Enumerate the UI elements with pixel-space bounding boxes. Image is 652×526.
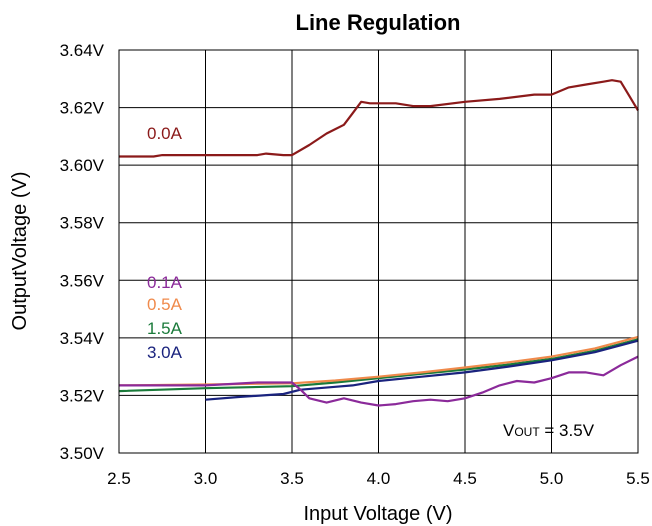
x-tick-label: 4.5	[453, 469, 477, 488]
y-tick-label: 3.60V	[60, 156, 105, 175]
x-tick-label: 5.0	[540, 469, 564, 488]
series-label-0.1A: 0.1A	[147, 273, 183, 292]
vout-annotation: VOUT = 3.5V	[503, 421, 595, 440]
series-line-0.5A	[118, 335, 639, 387]
series-label-1.5A: 1.5A	[147, 319, 183, 338]
y-tick-label: 3.52V	[60, 386, 105, 405]
chart-title: Line Regulation	[296, 10, 461, 35]
y-tick-label: 3.54V	[60, 329, 105, 348]
y-tick-label: 3.62V	[60, 99, 105, 118]
series-lines	[118, 79, 639, 407]
y-tick-label: 3.50V	[60, 444, 105, 463]
series-line-1.5A	[118, 338, 639, 393]
x-tick-label: 2.5	[107, 469, 131, 488]
x-tick-label: 3.0	[194, 469, 218, 488]
series-line-0.1A	[119, 355, 639, 407]
series-label-3.0A: 3.0A	[147, 343, 183, 362]
y-axis-label: OutputVoltage (V)	[9, 172, 31, 331]
x-tick-label: 5.5	[626, 469, 650, 488]
series-label-0.5A: 0.5A	[147, 295, 183, 314]
series-line-3.0A	[205, 339, 639, 401]
plot-frame	[118, 49, 639, 454]
y-tick-labels: 3.64V 3.62V 3.60V 3.58V 3.56V 3.54V 3.52V 3.50V	[60, 41, 105, 463]
series-labels: 0.0A 0.1A 0.5A 1.5A 3.0A	[147, 124, 183, 362]
series-label-0.0A: 0.0A	[147, 124, 183, 143]
y-tick-label: 3.56V	[60, 271, 105, 290]
x-tick-labels: 2.5 3.0 3.5 4.0 4.5 5.0 5.5	[107, 469, 650, 488]
grid	[119, 50, 638, 453]
y-tick-label: 3.64V	[60, 41, 105, 60]
x-tick-label: 3.5	[280, 469, 304, 488]
x-tick-label: 4.0	[367, 469, 391, 488]
x-axis-label: Input Voltage (V)	[304, 503, 453, 525]
y-tick-label: 3.58V	[60, 214, 105, 233]
series-line-0.0A	[119, 79, 639, 158]
